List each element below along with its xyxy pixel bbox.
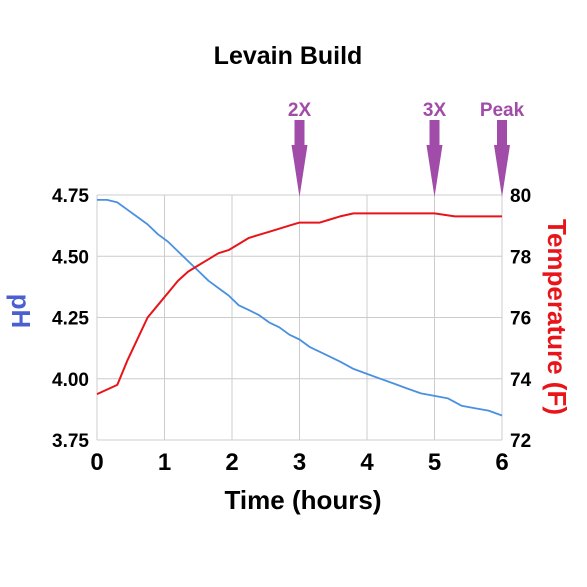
annotation-arrow bbox=[426, 120, 443, 197]
x-axis-ticks: 0 1 2 3 4 5 6 bbox=[90, 449, 508, 476]
x-tick-label: 6 bbox=[495, 449, 508, 476]
right-tick-label: 76 bbox=[510, 309, 531, 330]
annotation-arrow bbox=[494, 120, 510, 197]
annotation-label: 2X bbox=[288, 100, 312, 121]
left-tick-label: 4.50 bbox=[52, 247, 89, 268]
x-tick-label: 2 bbox=[225, 449, 238, 476]
right-tick-label: 74 bbox=[510, 370, 532, 391]
left-axis-label: pH bbox=[6, 294, 36, 329]
chart-title: Levain Build bbox=[214, 42, 363, 70]
x-tick-label: 4 bbox=[360, 449, 374, 476]
grid-lines bbox=[96, 194, 503, 441]
right-tick-label: 80 bbox=[510, 186, 531, 207]
left-axis-ticks: 3.75 4.00 4.25 4.50 4.75 bbox=[52, 186, 89, 452]
annotation-label: 3X bbox=[423, 100, 447, 121]
annotation-arrow bbox=[291, 120, 308, 197]
temperature-line bbox=[96, 212, 502, 396]
annotations: 2X 3X Peak bbox=[288, 100, 525, 197]
left-tick-label: 4.25 bbox=[52, 309, 89, 330]
right-axis-ticks: 72 74 76 78 80 bbox=[510, 186, 532, 452]
x-tick-label: 5 bbox=[428, 449, 441, 476]
x-axis-label: Time (hours) bbox=[225, 485, 382, 515]
x-tick-label: 3 bbox=[293, 449, 306, 476]
right-tick-label: 72 bbox=[510, 431, 531, 452]
left-tick-label: 4.00 bbox=[52, 370, 89, 391]
right-tick-label: 78 bbox=[510, 247, 531, 268]
annotation-label: Peak bbox=[480, 100, 525, 121]
ph-line bbox=[97, 198, 503, 417]
series-lines bbox=[96, 198, 503, 417]
left-tick-label: 4.75 bbox=[52, 186, 89, 207]
right-axis-label: Temperature (F) bbox=[542, 219, 572, 415]
left-tick-label: 3.75 bbox=[52, 431, 89, 452]
x-tick-label: 1 bbox=[158, 449, 171, 476]
x-tick-label: 0 bbox=[90, 449, 103, 476]
